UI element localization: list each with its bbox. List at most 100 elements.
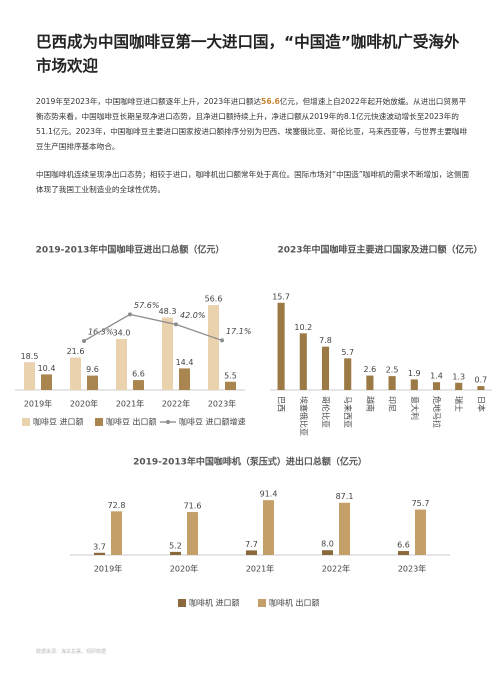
source: 数据来源：海关总署，观研数据 [36,649,107,655]
data-label: 91.4 [260,490,278,499]
x-tick-label: 瑞士 [454,396,464,412]
data-label: 34.0 [113,329,131,338]
legend-swatch [258,599,266,607]
x-tick-label: 越南 [365,396,375,412]
data-label: 5.2 [169,541,182,550]
bar [170,551,181,555]
data-label: 14.4 [176,358,194,367]
text: 亿元，但增速上自2022年起开始放缓。从进出口贸易平衡态势来看，中国咖啡豆长期呈… [36,97,468,151]
bar [70,357,81,390]
headline: 巴西成为中国咖啡豆第一大进口国，“中国造”咖啡机广受海外市场欢迎 [36,33,460,75]
x-tick-label: 巴西 [277,396,286,412]
bar [208,305,219,390]
data-label: 48.3 [159,307,177,316]
chart-title: 2023年中国咖啡豆主要进口国家及进口额（亿元） [277,244,482,256]
data-label: 5.5 [224,371,237,380]
legend-swatch [95,418,103,426]
x-tick-label: 2019年 [94,564,122,574]
bar [162,317,173,390]
chart-title: 2019-2013年中国咖啡豆进出口总额（亿元） [36,244,225,256]
bar [322,550,333,555]
x-tick-label: 哥伦比亚 [321,396,331,428]
data-label: 6.6 [397,541,410,550]
line [83,313,223,342]
bar [24,362,35,390]
bar [299,333,307,390]
bar [179,368,190,390]
bar [410,379,418,390]
data-label: 7.7 [245,540,258,549]
x-tick-label: 2023年 [208,399,236,409]
legend-label: 咖啡豆 进口额 [33,417,84,427]
x-tick-label: 2022年 [322,564,350,574]
bar [41,374,52,390]
point [220,338,224,343]
highlight: 56.6 [261,97,280,106]
data-label: 2.6 [364,365,377,374]
paragraph: 2019年至2023年，中国咖啡豆进口额逐年上升，2023年进口额达56.6亿元… [36,94,470,154]
bar [246,550,257,555]
data-label: 1.9 [408,369,421,378]
data-label: 6.6 [132,370,145,379]
data-label: 3.7 [93,542,106,551]
bar [187,512,198,555]
bar [366,375,374,390]
data-label: 87.1 [336,492,354,501]
chart-title: 2019-2013年中国咖啡机（泵压式）进出口总额（亿元） [133,456,367,468]
data-label: 8.0 [321,540,334,549]
bar [344,358,352,390]
bar [398,551,409,555]
data-label: 10.4 [38,364,56,373]
bar [116,339,127,390]
x-tick-label: 2022年 [162,399,190,409]
x-tick-label: 危地马拉 [432,396,442,428]
bar [432,382,441,390]
bar [321,346,330,390]
x-tick-label: 2023年 [398,564,426,574]
data-label: 57.6% [134,301,159,310]
x-tick-label: 印尼 [388,396,397,412]
x-tick-label: 2021年 [246,564,274,574]
data-label: 0.7 [475,376,488,385]
legend-label: 咖啡机 进口额 [189,598,240,608]
paragraph: 中国咖啡机连续呈现净出口态势；相较于进口，咖啡机出口额常年处于高位。国际市场对“… [36,167,470,197]
point [128,312,132,317]
x-tick-label: 意大利 [410,396,420,420]
data-label: 17.1% [226,327,251,336]
data-label: 71.6 [184,502,202,511]
data-label: 42.0% [180,311,205,320]
data-label: 7.8 [319,336,332,345]
bar [415,509,426,555]
legend-swatch [166,420,170,424]
bar [133,380,144,390]
data-label: 72.8 [108,501,126,510]
data-label: 2.5 [386,366,399,375]
bar [263,500,274,555]
bar [388,376,396,390]
data-label: 1.4 [430,372,443,381]
bar [477,386,485,390]
legend-swatch [178,599,186,607]
bar [225,381,236,390]
bar [94,552,105,555]
x-tick-label: 2021年 [116,399,144,409]
legend-swatch [22,418,30,426]
point [174,322,178,327]
legend-label: 咖啡机 出口额 [269,598,320,608]
data-label: 1.3 [452,372,465,381]
legend-label: 咖啡豆 进口额增速 [179,417,246,427]
data-label: 15.7 [272,292,290,301]
text: 2019年至2023年，中国咖啡豆进口额逐年上升，2023年进口额达 [36,97,262,106]
point [82,338,86,343]
x-tick-label: 2020年 [70,399,98,409]
x-tick-label: 马来西亚 [343,396,352,428]
data-label: 75.7 [412,499,430,508]
bar [87,375,98,390]
bar [277,302,285,390]
x-tick-label: 埃塞俄比亚 [299,396,309,436]
x-tick-label: 2019年 [24,399,52,409]
data-label: 10.2 [294,323,312,332]
x-tick-label: 日本 [476,396,486,412]
data-label: 9.6 [86,365,99,374]
